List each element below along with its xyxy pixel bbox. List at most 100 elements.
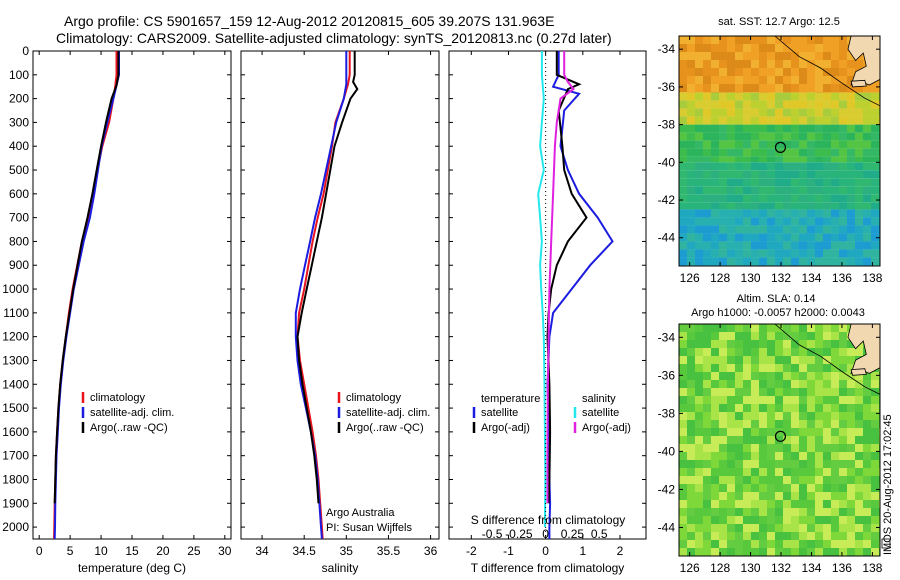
- map-cell: [855, 420, 863, 428]
- map-cell: [695, 452, 703, 460]
- map-cell: [831, 52, 839, 60]
- map-cell: [863, 460, 871, 468]
- map-cell: [823, 100, 831, 109]
- map-cell: [751, 170, 759, 179]
- map-cell: [759, 249, 767, 258]
- map-cell: [791, 225, 799, 234]
- x-tick-label: 134: [801, 271, 821, 285]
- map-cell: [767, 420, 775, 428]
- map-cell: [855, 124, 863, 133]
- map-cell: [751, 225, 759, 234]
- map-cell: [823, 162, 831, 171]
- map-cell: [687, 396, 695, 404]
- map-cell: [743, 372, 751, 380]
- map-cell: [847, 340, 855, 348]
- map-cell: [719, 516, 727, 524]
- map-cell: [791, 396, 799, 404]
- map-cell: [751, 178, 759, 187]
- map-cell: [711, 508, 719, 516]
- map-cell: [743, 108, 751, 117]
- map-cell: [703, 420, 711, 428]
- shelf-contour: [774, 323, 881, 395]
- map-cell: [783, 348, 791, 356]
- map-cell: [687, 412, 695, 420]
- map-cell: [863, 92, 871, 93]
- map-cell: [791, 186, 799, 195]
- map-cell: [719, 540, 727, 548]
- map-cell: [703, 257, 711, 266]
- map-cell: [759, 356, 767, 364]
- map-cell: [799, 36, 807, 44]
- map-cell: [703, 380, 711, 388]
- map-cell: [823, 84, 831, 92]
- map-cell: [807, 225, 815, 234]
- map-cell: [719, 388, 727, 396]
- map-cell: [743, 202, 751, 210]
- map-cell: [823, 68, 831, 76]
- map-cell: [863, 476, 871, 484]
- map-cell: [751, 186, 759, 195]
- map-cell: [807, 60, 815, 68]
- map-cell: [855, 148, 863, 157]
- map-cell: [759, 225, 767, 234]
- map-cell: [807, 148, 815, 157]
- map-cell: [767, 92, 775, 93]
- map-cell: [847, 444, 855, 452]
- map-cell: [751, 420, 759, 428]
- map-cell: [719, 170, 727, 179]
- map-cell: [743, 476, 751, 484]
- map-cell: [727, 412, 735, 420]
- map-cell: [847, 84, 855, 92]
- map-cell: [863, 428, 871, 436]
- map-cell: [815, 396, 823, 404]
- map-cell: [767, 444, 775, 452]
- map-cell: [695, 124, 703, 133]
- map-cell: [751, 84, 759, 92]
- map-cell: [823, 436, 831, 444]
- map-cell: [815, 162, 823, 171]
- map-cell: [735, 524, 743, 532]
- map-cell: [751, 92, 759, 93]
- map-cell: [735, 516, 743, 524]
- map-cell: [759, 380, 767, 388]
- map-cell: [719, 186, 727, 195]
- map-cell: [695, 524, 703, 532]
- map-cell: [687, 225, 695, 234]
- map-cell: [743, 140, 751, 149]
- map-cell: [831, 76, 839, 84]
- map-cell: [807, 116, 815, 125]
- x-axis-label: T difference from climatology: [471, 561, 625, 575]
- map-cell: [807, 484, 815, 492]
- map-cell: [703, 364, 711, 372]
- series-line: [546, 51, 588, 504]
- map-cell: [791, 76, 799, 84]
- map-cell: [735, 92, 743, 93]
- map-cell: [719, 52, 727, 60]
- map-cell: [855, 233, 863, 242]
- map-cell: [839, 84, 847, 92]
- map-cell: [767, 233, 775, 242]
- map-cell: [695, 388, 703, 396]
- map-cell: [871, 452, 879, 460]
- map-cell: [711, 356, 719, 364]
- map-cell: [799, 156, 807, 163]
- map-cell: [823, 76, 831, 84]
- map-cell: [823, 348, 831, 356]
- map-cell: [727, 380, 735, 388]
- map-cell: [711, 36, 719, 44]
- map-cell: [855, 186, 863, 195]
- map-cell: [719, 178, 727, 187]
- map-cell: [719, 225, 727, 234]
- map-cell: [703, 44, 711, 52]
- map-cell: [687, 540, 695, 548]
- map-cell: [679, 532, 687, 540]
- map-cell: [863, 508, 871, 516]
- map-cell: [735, 170, 743, 179]
- map-cell: [743, 508, 751, 516]
- map-cell: [783, 225, 791, 234]
- map-cell: [703, 178, 711, 187]
- map-cell: [767, 140, 775, 149]
- map-cell: [871, 372, 879, 380]
- map-cell: [847, 452, 855, 460]
- map-cell: [791, 36, 799, 44]
